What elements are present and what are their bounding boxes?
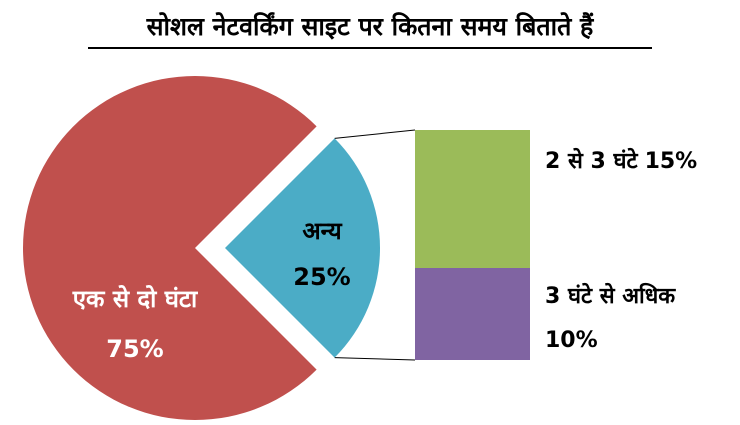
slice-value-label: 25%	[293, 263, 350, 291]
slice-value-label: 75%	[106, 335, 163, 363]
bar-segment	[415, 268, 530, 360]
connector-line	[334, 357, 416, 361]
bar-value-label: 15%	[645, 149, 698, 174]
bar-value-label: 10%	[545, 328, 598, 353]
slice-label: एक से दो घंटा	[72, 285, 198, 313]
pie-slice	[23, 75, 317, 420]
bar-segment	[415, 130, 530, 268]
bar-label: 2 से 3 घंटे 15%	[545, 147, 697, 174]
bar-category: 2 से 3 घंटे	[545, 147, 638, 174]
chart-title: सोशल नेटवर्किंग साइट पर कितना समय बिताते…	[146, 12, 595, 41]
connector-line	[334, 129, 416, 139]
slice-label: अन्य	[302, 217, 342, 245]
pie-slice	[225, 138, 381, 358]
bar-label: 3 घंटे से अधिक	[545, 282, 676, 309]
